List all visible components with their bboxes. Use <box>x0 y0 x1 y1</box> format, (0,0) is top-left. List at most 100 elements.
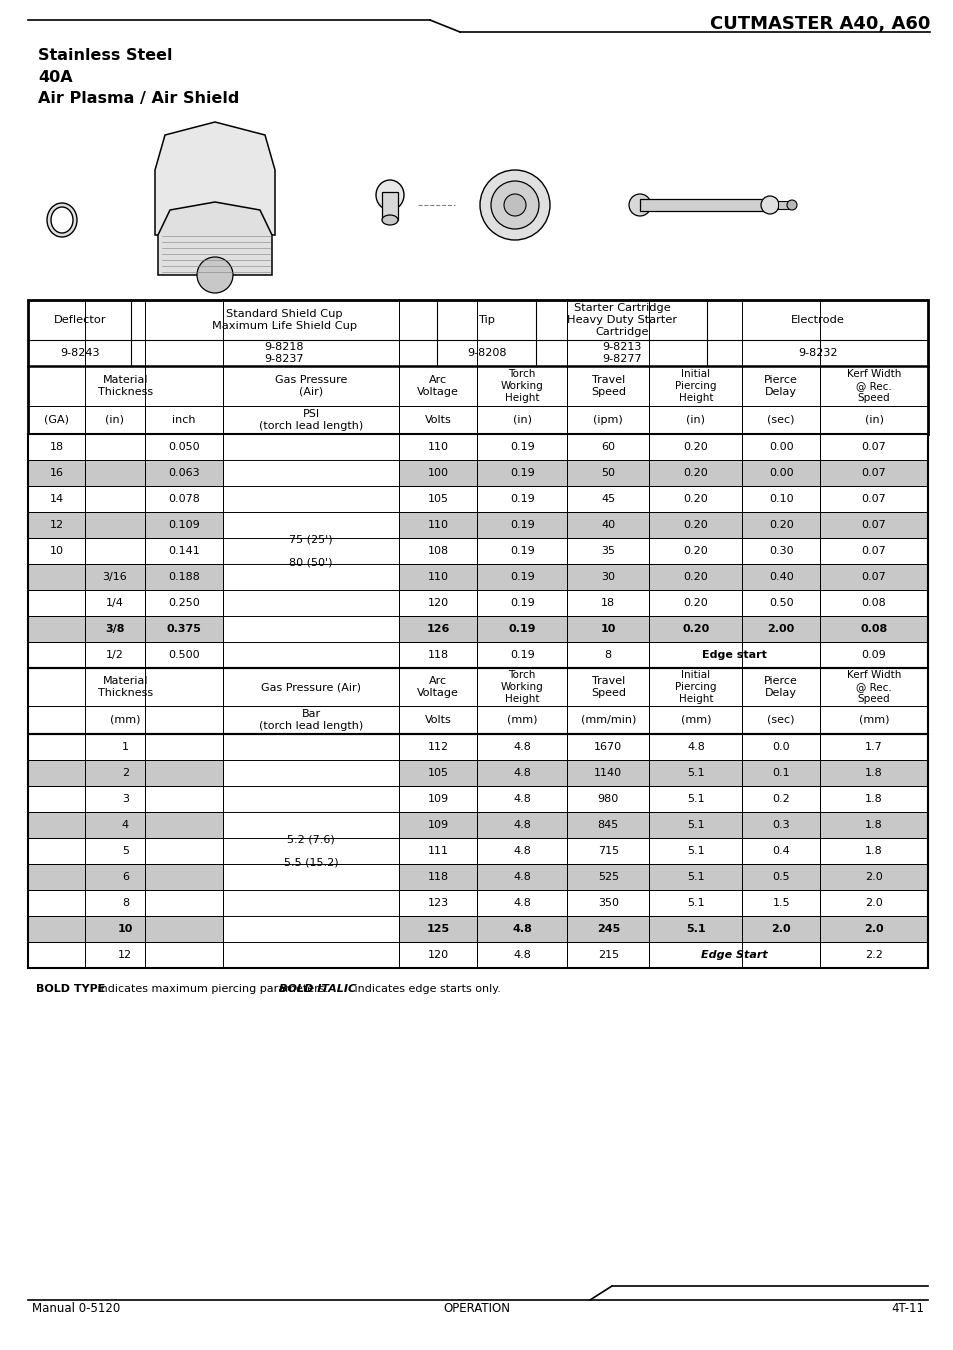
Bar <box>28 340 132 366</box>
Bar <box>28 864 222 890</box>
Text: 123: 123 <box>427 898 449 909</box>
Text: Kerf Width
@ Rec.
Speed: Kerf Width @ Rec. Speed <box>846 370 901 402</box>
Text: 35: 35 <box>600 545 615 556</box>
Bar <box>28 564 85 590</box>
Bar <box>741 864 820 890</box>
Bar <box>28 734 222 760</box>
Text: 112: 112 <box>427 743 449 752</box>
Text: 1.8: 1.8 <box>864 819 882 830</box>
Bar <box>28 890 222 917</box>
Bar <box>399 460 476 486</box>
Bar <box>399 864 476 890</box>
Bar <box>741 734 820 760</box>
Circle shape <box>196 212 233 248</box>
Bar <box>399 486 476 512</box>
Text: 0.19: 0.19 <box>509 649 534 660</box>
Bar <box>649 786 741 811</box>
Bar <box>476 460 566 486</box>
Text: 0.050: 0.050 <box>168 441 199 452</box>
Bar <box>85 590 145 616</box>
Bar <box>222 460 399 486</box>
Text: Gas Pressure (Air): Gas Pressure (Air) <box>261 682 360 693</box>
Bar <box>399 590 476 616</box>
Bar <box>28 734 927 968</box>
Bar <box>28 460 85 486</box>
Text: 0.109: 0.109 <box>168 520 199 531</box>
Bar <box>145 433 222 460</box>
Bar <box>639 198 769 211</box>
Text: 6: 6 <box>122 872 129 882</box>
Bar <box>399 734 476 760</box>
Bar <box>399 942 476 968</box>
Bar <box>399 838 476 864</box>
Bar <box>145 460 222 486</box>
Text: Initial
Piercing
Height: Initial Piercing Height <box>675 671 716 703</box>
Bar <box>85 433 145 460</box>
Text: 0.20: 0.20 <box>682 441 707 452</box>
Text: 110: 110 <box>427 572 448 582</box>
Text: (mm): (mm) <box>679 716 710 725</box>
Bar <box>741 760 820 786</box>
Text: 110: 110 <box>427 441 448 452</box>
Text: 3/8: 3/8 <box>105 624 125 634</box>
Bar <box>741 616 820 643</box>
Bar <box>28 668 927 734</box>
Bar <box>28 786 222 811</box>
Bar <box>649 838 741 864</box>
Bar <box>476 917 566 942</box>
Text: 118: 118 <box>427 649 449 660</box>
Bar <box>741 917 820 942</box>
Bar <box>399 786 476 811</box>
Text: Volts: Volts <box>424 716 451 725</box>
Bar <box>566 433 649 460</box>
Text: 980: 980 <box>597 794 618 805</box>
Bar <box>222 838 399 864</box>
Bar <box>85 460 145 486</box>
Bar <box>649 486 741 512</box>
Text: (ipm): (ipm) <box>593 414 622 425</box>
Bar <box>649 734 741 760</box>
Bar <box>476 786 566 811</box>
Text: 0.141: 0.141 <box>168 545 199 556</box>
Bar <box>476 539 566 564</box>
Bar <box>820 406 927 433</box>
Text: PSI
(torch lead length): PSI (torch lead length) <box>258 409 363 431</box>
Text: 0.20: 0.20 <box>768 520 793 531</box>
Text: 0.19: 0.19 <box>509 468 534 478</box>
Bar <box>222 539 399 564</box>
Text: 10: 10 <box>50 545 64 556</box>
Text: 5.1: 5.1 <box>686 768 704 778</box>
Text: 0.30: 0.30 <box>768 545 793 556</box>
Bar <box>741 512 820 539</box>
Bar <box>566 564 649 590</box>
Bar <box>566 760 649 786</box>
Text: 0.500: 0.500 <box>168 649 199 660</box>
Bar <box>566 590 649 616</box>
Bar <box>399 917 476 942</box>
Text: 1.8: 1.8 <box>864 794 882 805</box>
Text: 8: 8 <box>122 898 129 909</box>
Ellipse shape <box>503 194 525 216</box>
Text: 0.07: 0.07 <box>861 520 885 531</box>
Bar <box>399 366 476 406</box>
Text: 120: 120 <box>427 598 449 608</box>
Text: Bar
(torch lead length): Bar (torch lead length) <box>258 709 363 730</box>
Text: 100: 100 <box>427 468 448 478</box>
Text: 16: 16 <box>50 468 64 478</box>
Text: 0.08: 0.08 <box>861 598 885 608</box>
Bar <box>222 942 399 968</box>
Text: 0.3: 0.3 <box>772 819 789 830</box>
Bar <box>476 760 566 786</box>
Bar <box>28 811 222 838</box>
Bar <box>28 300 132 340</box>
Text: 1140: 1140 <box>594 768 621 778</box>
Bar <box>476 668 566 706</box>
Bar <box>28 668 222 706</box>
Bar <box>741 406 820 433</box>
Text: 350: 350 <box>598 898 618 909</box>
Text: (in): (in) <box>512 414 531 425</box>
Text: (in): (in) <box>685 414 704 425</box>
Bar <box>820 539 927 564</box>
Bar <box>28 433 927 668</box>
Text: 0.20: 0.20 <box>682 520 707 531</box>
